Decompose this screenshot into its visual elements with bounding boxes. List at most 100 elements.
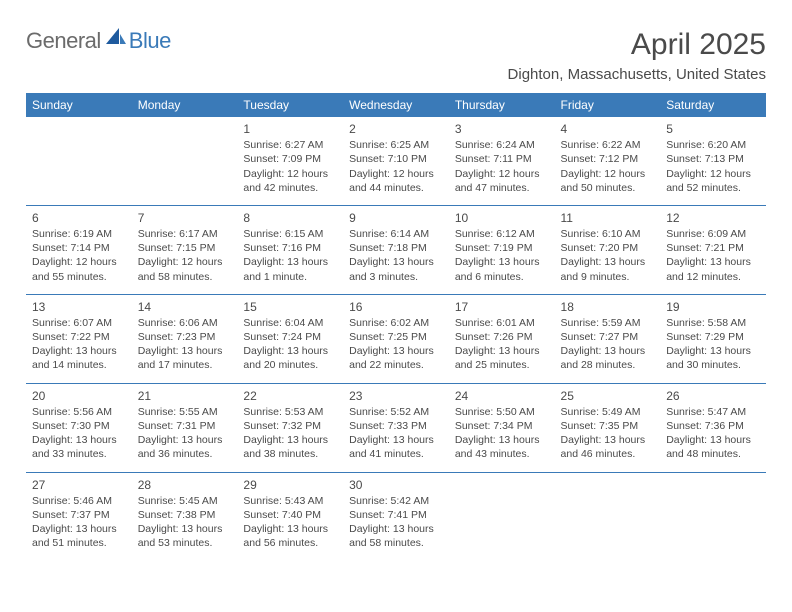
sunset-line: Sunset: 7:41 PM (349, 508, 443, 522)
sunset-line: Sunset: 7:18 PM (349, 241, 443, 255)
calendar-day-cell: 5Sunrise: 6:20 AMSunset: 7:13 PMDaylight… (660, 117, 766, 205)
sunrise-line: Sunrise: 5:55 AM (138, 405, 232, 419)
day-number: 14 (138, 299, 232, 315)
sunset-line: Sunset: 7:26 PM (455, 330, 549, 344)
sunrise-line: Sunrise: 6:07 AM (32, 316, 126, 330)
sunrise-line: Sunrise: 6:24 AM (455, 138, 549, 152)
day-number: 6 (32, 210, 126, 226)
calendar-day-cell: 20Sunrise: 5:56 AMSunset: 7:30 PMDayligh… (26, 383, 132, 472)
dow-wednesday: Wednesday (343, 93, 449, 117)
daylight-line: Daylight: 13 hours and 28 minutes. (561, 344, 655, 372)
sunrise-line: Sunrise: 5:47 AM (666, 405, 760, 419)
sunrise-line: Sunrise: 5:53 AM (243, 405, 337, 419)
sunrise-line: Sunrise: 6:09 AM (666, 227, 760, 241)
sunset-line: Sunset: 7:15 PM (138, 241, 232, 255)
logo-text-general: General (26, 28, 101, 54)
sunset-line: Sunset: 7:16 PM (243, 241, 337, 255)
day-number: 18 (561, 299, 655, 315)
sunset-line: Sunset: 7:14 PM (32, 241, 126, 255)
sunrise-line: Sunrise: 6:20 AM (666, 138, 760, 152)
daylight-line: Daylight: 13 hours and 56 minutes. (243, 522, 337, 550)
sunset-line: Sunset: 7:22 PM (32, 330, 126, 344)
day-number: 22 (243, 388, 337, 404)
day-number: 27 (32, 477, 126, 493)
calendar-day-cell: 16Sunrise: 6:02 AMSunset: 7:25 PMDayligh… (343, 294, 449, 383)
sunset-line: Sunset: 7:25 PM (349, 330, 443, 344)
day-number: 28 (138, 477, 232, 493)
calendar-day-cell: 27Sunrise: 5:46 AMSunset: 7:37 PMDayligh… (26, 472, 132, 560)
sunset-line: Sunset: 7:30 PM (32, 419, 126, 433)
sunrise-line: Sunrise: 6:02 AM (349, 316, 443, 330)
day-number: 2 (349, 121, 443, 137)
daylight-line: Daylight: 13 hours and 14 minutes. (32, 344, 126, 372)
daylight-line: Daylight: 13 hours and 58 minutes. (349, 522, 443, 550)
sunrise-line: Sunrise: 6:10 AM (561, 227, 655, 241)
daylight-line: Daylight: 12 hours and 55 minutes. (32, 255, 126, 283)
month-title: April 2025 (508, 28, 766, 62)
sunset-line: Sunset: 7:27 PM (561, 330, 655, 344)
day-number: 30 (349, 477, 443, 493)
calendar-day-cell: 19Sunrise: 5:58 AMSunset: 7:29 PMDayligh… (660, 294, 766, 383)
sunset-line: Sunset: 7:24 PM (243, 330, 337, 344)
calendar-day-cell: 13Sunrise: 6:07 AMSunset: 7:22 PMDayligh… (26, 294, 132, 383)
dow-sunday: Sunday (26, 93, 132, 117)
day-number: 16 (349, 299, 443, 315)
calendar-day-cell: 11Sunrise: 6:10 AMSunset: 7:20 PMDayligh… (555, 205, 661, 294)
sunrise-line: Sunrise: 5:58 AM (666, 316, 760, 330)
day-number: 21 (138, 388, 232, 404)
sunset-line: Sunset: 7:12 PM (561, 152, 655, 166)
sunset-line: Sunset: 7:13 PM (666, 152, 760, 166)
day-number: 11 (561, 210, 655, 226)
calendar-day-cell: 21Sunrise: 5:55 AMSunset: 7:31 PMDayligh… (132, 383, 238, 472)
calendar-table: Sunday Monday Tuesday Wednesday Thursday… (26, 93, 766, 560)
calendar-day-cell: 22Sunrise: 5:53 AMSunset: 7:32 PMDayligh… (237, 383, 343, 472)
calendar-week-row: 6Sunrise: 6:19 AMSunset: 7:14 PMDaylight… (26, 205, 766, 294)
sunrise-line: Sunrise: 6:06 AM (138, 316, 232, 330)
day-number: 15 (243, 299, 337, 315)
day-number: 19 (666, 299, 760, 315)
daylight-line: Daylight: 13 hours and 43 minutes. (455, 433, 549, 461)
day-number: 10 (455, 210, 549, 226)
header: General Blue April 2025 Dighton, Massach… (26, 28, 766, 83)
logo-sail-icon (105, 26, 127, 51)
calendar-day-cell: 1Sunrise: 6:27 AMSunset: 7:09 PMDaylight… (237, 117, 343, 205)
sunset-line: Sunset: 7:20 PM (561, 241, 655, 255)
daylight-line: Daylight: 13 hours and 36 minutes. (138, 433, 232, 461)
calendar-empty-cell (660, 472, 766, 560)
sunrise-line: Sunrise: 6:12 AM (455, 227, 549, 241)
daylight-line: Daylight: 13 hours and 25 minutes. (455, 344, 549, 372)
daylight-line: Daylight: 13 hours and 38 minutes. (243, 433, 337, 461)
sunrise-line: Sunrise: 5:56 AM (32, 405, 126, 419)
sunset-line: Sunset: 7:32 PM (243, 419, 337, 433)
calendar-day-cell: 30Sunrise: 5:42 AMSunset: 7:41 PMDayligh… (343, 472, 449, 560)
calendar-page: General Blue April 2025 Dighton, Massach… (0, 0, 792, 580)
sunset-line: Sunset: 7:21 PM (666, 241, 760, 255)
day-number: 29 (243, 477, 337, 493)
calendar-day-cell: 26Sunrise: 5:47 AMSunset: 7:36 PMDayligh… (660, 383, 766, 472)
dow-friday: Friday (555, 93, 661, 117)
calendar-empty-cell (555, 472, 661, 560)
calendar-day-cell: 4Sunrise: 6:22 AMSunset: 7:12 PMDaylight… (555, 117, 661, 205)
sunset-line: Sunset: 7:11 PM (455, 152, 549, 166)
calendar-day-cell: 29Sunrise: 5:43 AMSunset: 7:40 PMDayligh… (237, 472, 343, 560)
sunrise-line: Sunrise: 6:04 AM (243, 316, 337, 330)
sunrise-line: Sunrise: 6:27 AM (243, 138, 337, 152)
daylight-line: Daylight: 13 hours and 3 minutes. (349, 255, 443, 283)
calendar-day-cell: 6Sunrise: 6:19 AMSunset: 7:14 PMDaylight… (26, 205, 132, 294)
day-number: 26 (666, 388, 760, 404)
calendar-day-cell: 2Sunrise: 6:25 AMSunset: 7:10 PMDaylight… (343, 117, 449, 205)
calendar-day-cell: 17Sunrise: 6:01 AMSunset: 7:26 PMDayligh… (449, 294, 555, 383)
daylight-line: Daylight: 12 hours and 42 minutes. (243, 167, 337, 195)
daylight-line: Daylight: 13 hours and 51 minutes. (32, 522, 126, 550)
calendar-day-cell: 10Sunrise: 6:12 AMSunset: 7:19 PMDayligh… (449, 205, 555, 294)
calendar-body: 1Sunrise: 6:27 AMSunset: 7:09 PMDaylight… (26, 117, 766, 560)
day-number: 17 (455, 299, 549, 315)
title-block: April 2025 Dighton, Massachusetts, Unite… (508, 28, 766, 83)
calendar-day-cell: 14Sunrise: 6:06 AMSunset: 7:23 PMDayligh… (132, 294, 238, 383)
calendar-day-cell: 9Sunrise: 6:14 AMSunset: 7:18 PMDaylight… (343, 205, 449, 294)
daylight-line: Daylight: 13 hours and 46 minutes. (561, 433, 655, 461)
daylight-line: Daylight: 13 hours and 6 minutes. (455, 255, 549, 283)
daylight-line: Daylight: 13 hours and 30 minutes. (666, 344, 760, 372)
daylight-line: Daylight: 13 hours and 48 minutes. (666, 433, 760, 461)
calendar-day-cell: 24Sunrise: 5:50 AMSunset: 7:34 PMDayligh… (449, 383, 555, 472)
